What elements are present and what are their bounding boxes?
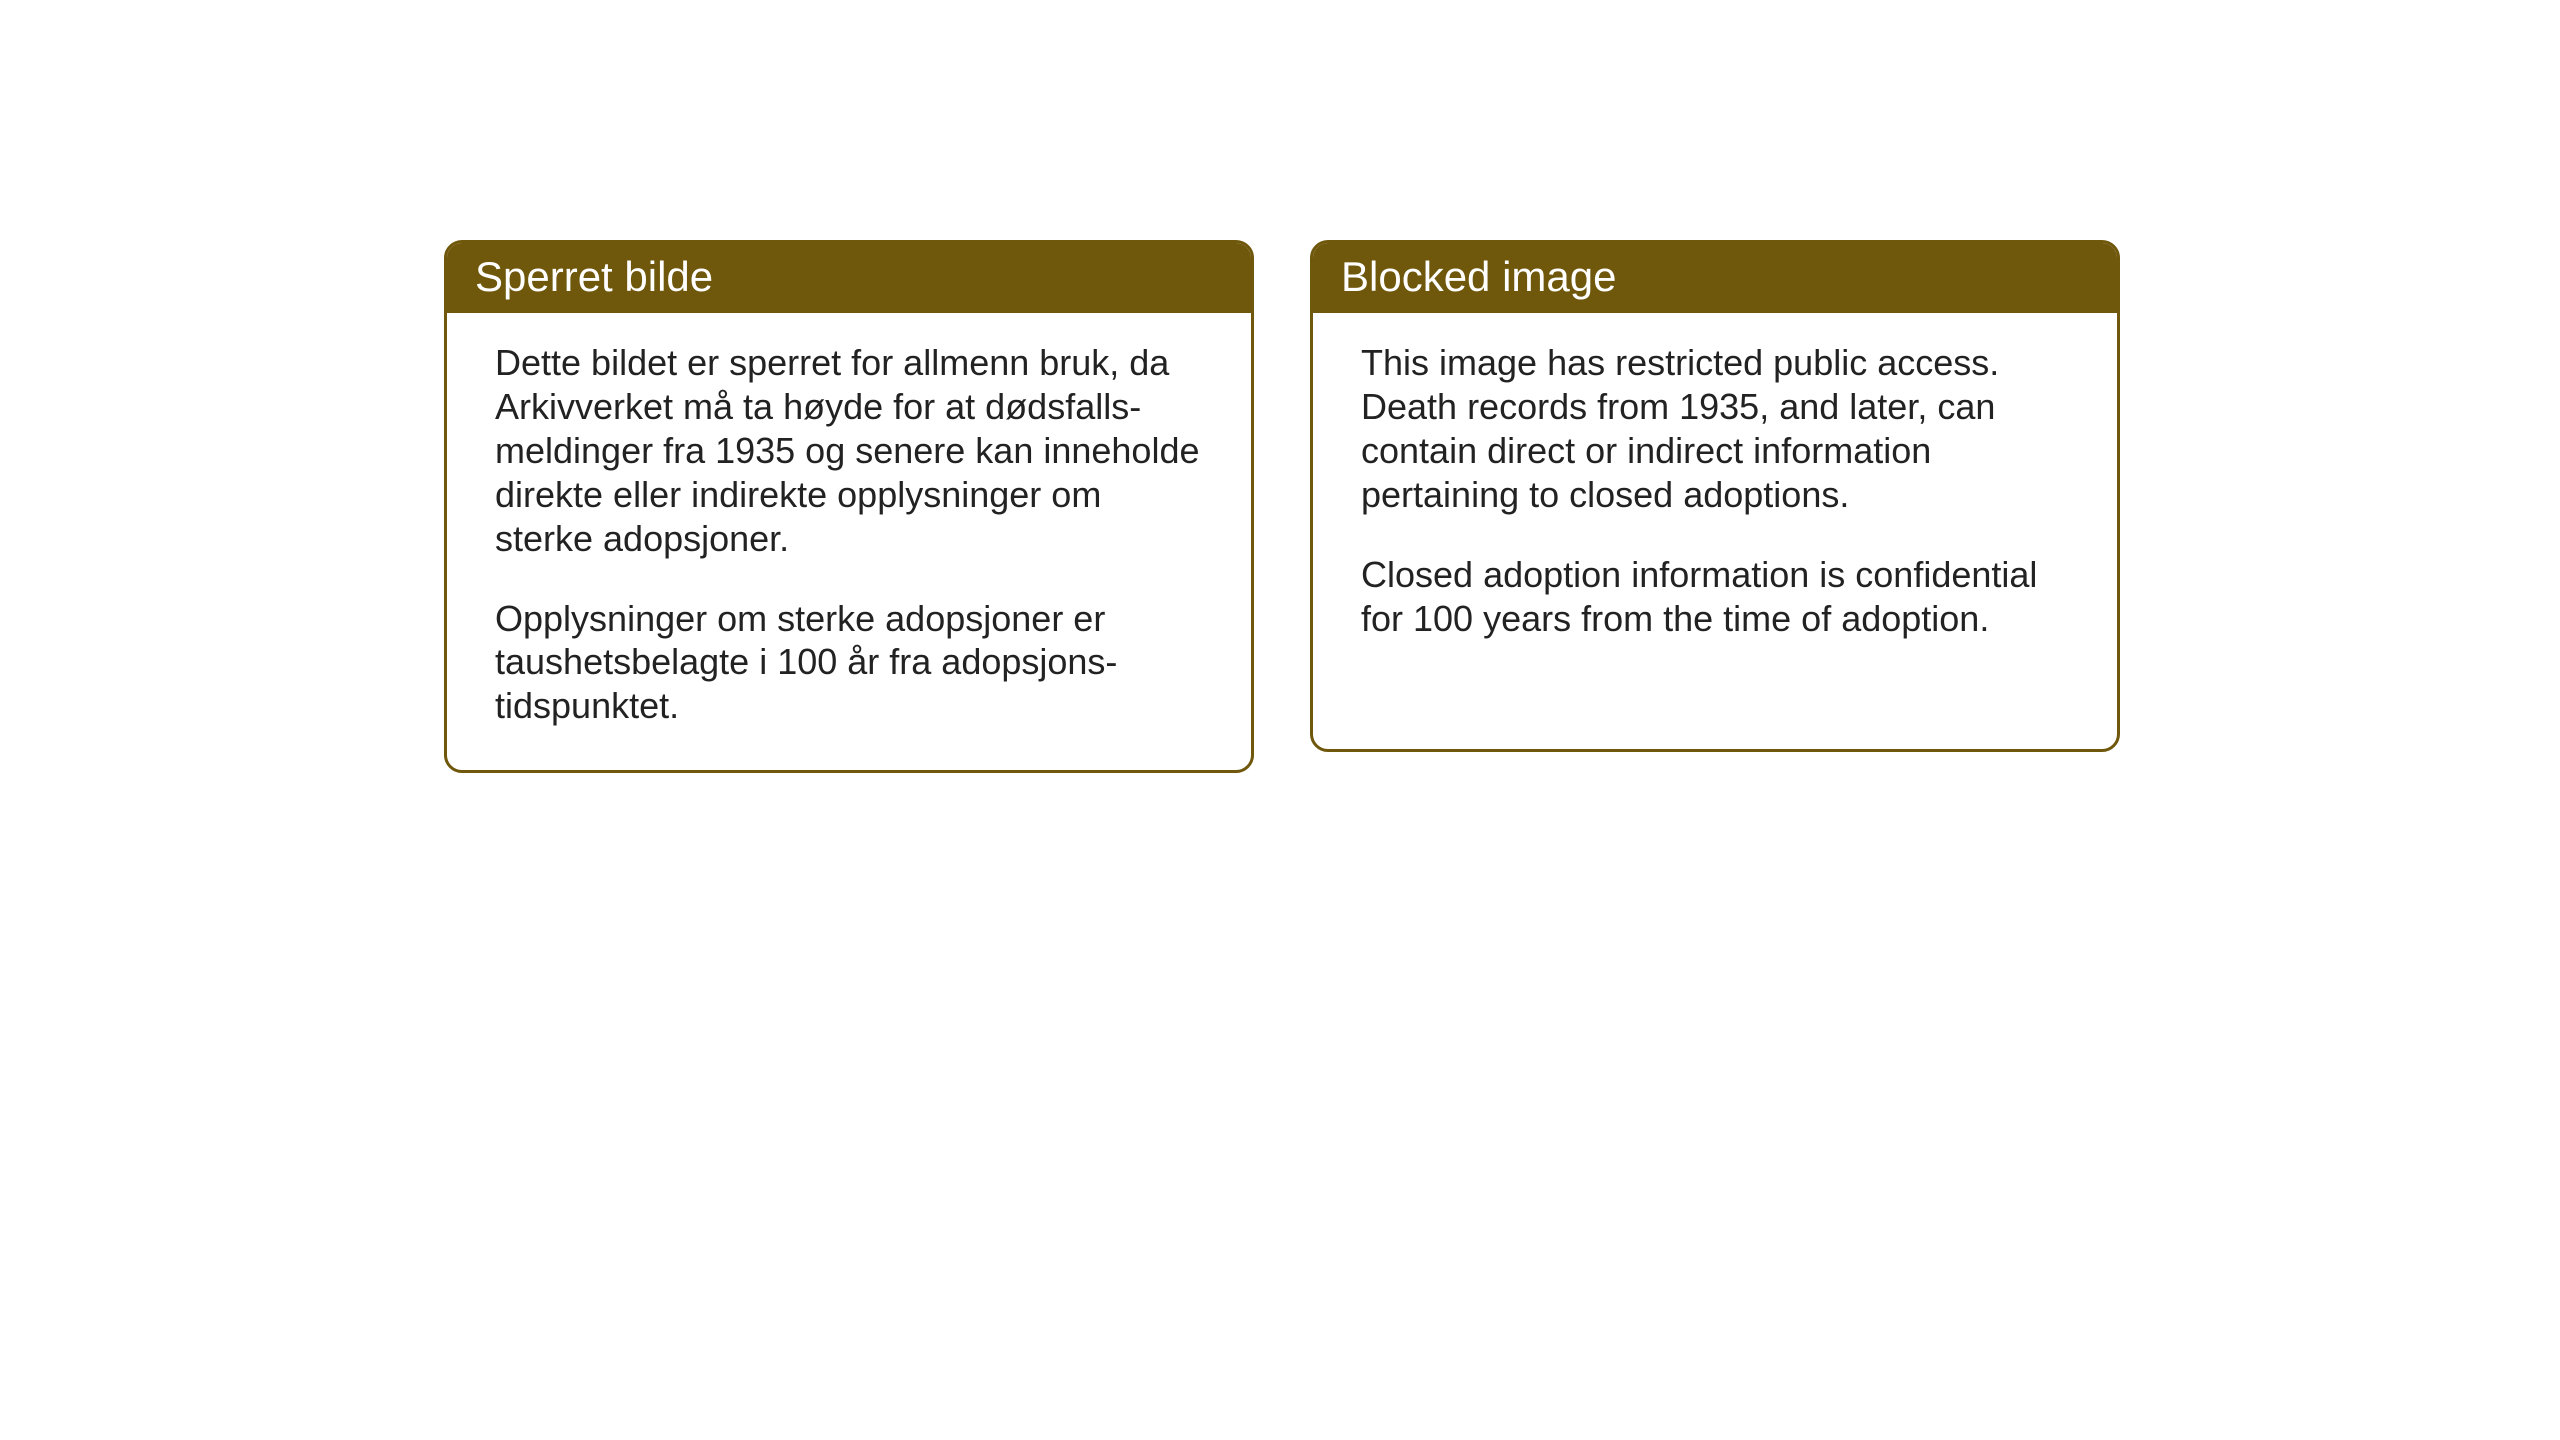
notice-card-english: Blocked image This image has restricted … [1310,240,2120,752]
notice-body-english: This image has restricted public access.… [1313,313,2117,682]
notice-header-english: Blocked image [1313,243,2117,313]
notice-container: Sperret bilde Dette bildet er sperret fo… [444,240,2120,773]
notice-paragraph: Closed adoption information is confident… [1361,553,2069,641]
notice-body-norwegian: Dette bildet er sperret for allmenn bruk… [447,313,1251,770]
notice-card-norwegian: Sperret bilde Dette bildet er sperret fo… [444,240,1254,773]
notice-paragraph: This image has restricted public access.… [1361,341,2069,517]
notice-paragraph: Opplysninger om sterke adopsjoner er tau… [495,597,1203,729]
notice-header-norwegian: Sperret bilde [447,243,1251,313]
notice-paragraph: Dette bildet er sperret for allmenn bruk… [495,341,1203,561]
